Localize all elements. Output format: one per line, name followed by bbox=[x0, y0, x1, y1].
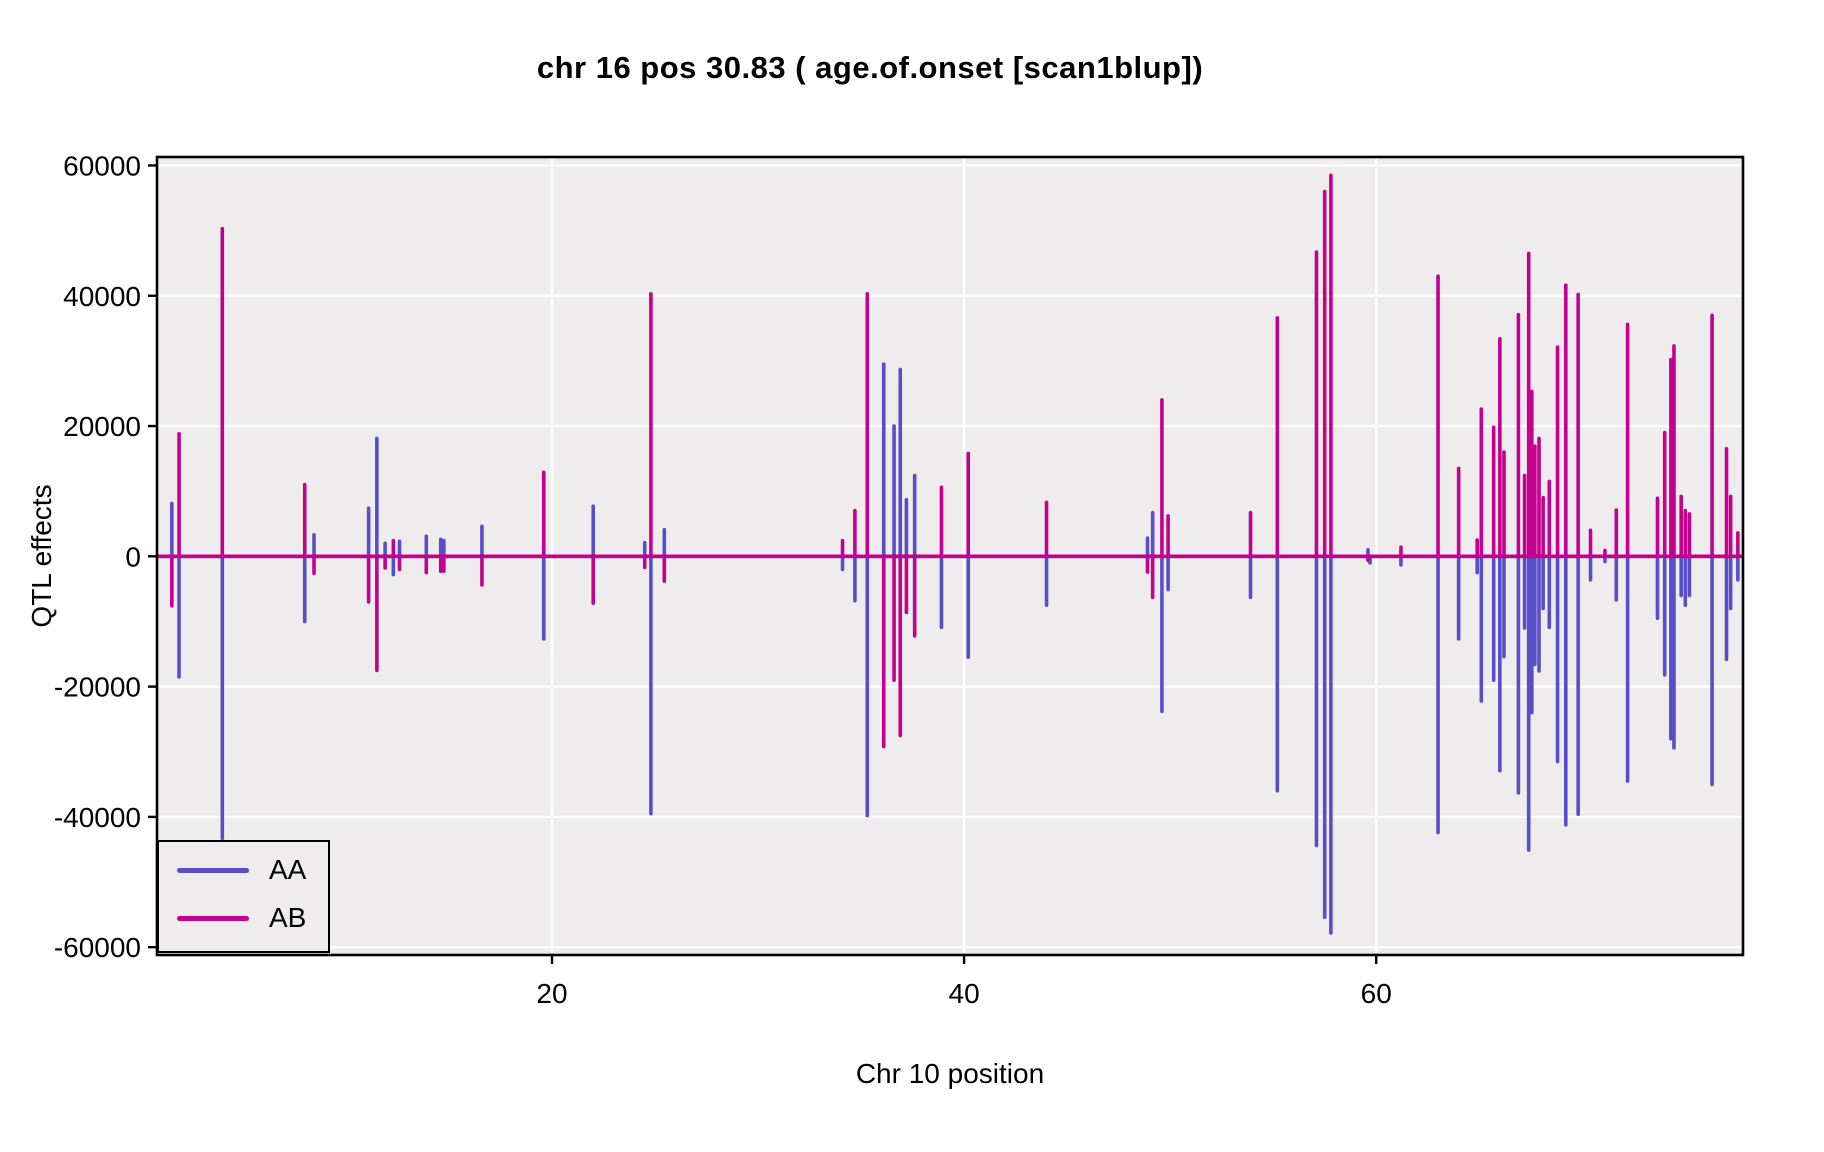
legend: AA AB bbox=[157, 840, 330, 953]
svg-text:20: 20 bbox=[536, 978, 567, 1009]
svg-text:-60000: -60000 bbox=[54, 932, 141, 963]
legend-item-aa: AA bbox=[159, 850, 328, 890]
ab-line-swatch bbox=[177, 915, 249, 921]
svg-text:60: 60 bbox=[1361, 978, 1392, 1009]
x-axis-label: Chr 10 position bbox=[855, 1058, 1045, 1089]
legend-item-ab: AB bbox=[159, 898, 328, 938]
y-axis-label: QTL effects bbox=[26, 484, 57, 628]
svg-text:40000: 40000 bbox=[63, 281, 141, 312]
svg-text:-40000: -40000 bbox=[54, 802, 141, 833]
svg-text:40: 40 bbox=[949, 978, 980, 1009]
svg-text:20000: 20000 bbox=[63, 411, 141, 442]
svg-text:0: 0 bbox=[125, 541, 141, 572]
svg-text:-20000: -20000 bbox=[54, 672, 141, 703]
legend-label-ab: AB bbox=[269, 902, 307, 933]
svg-text:60000: 60000 bbox=[63, 150, 141, 181]
legend-label-aa: AA bbox=[269, 854, 307, 885]
aa-line-swatch bbox=[177, 867, 249, 873]
chart-title: chr 16 pos 30.83 ( age.of.onset [scan1bl… bbox=[536, 50, 1204, 85]
